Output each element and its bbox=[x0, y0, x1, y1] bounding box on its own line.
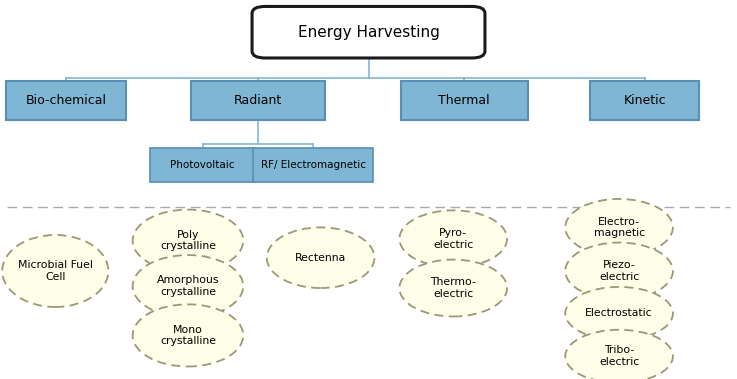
Text: Photovoltaic: Photovoltaic bbox=[170, 160, 235, 170]
Text: Electro-
magnetic: Electro- magnetic bbox=[593, 217, 645, 238]
Text: Electrostatic: Electrostatic bbox=[585, 309, 653, 318]
FancyBboxPatch shape bbox=[590, 81, 699, 120]
Text: Radiant: Radiant bbox=[234, 94, 282, 107]
Ellipse shape bbox=[399, 260, 507, 316]
Text: RF/ Electromagnetic: RF/ Electromagnetic bbox=[261, 160, 366, 170]
Text: Bio-chemical: Bio-chemical bbox=[26, 94, 107, 107]
Text: Mono
crystalline: Mono crystalline bbox=[160, 325, 216, 346]
Ellipse shape bbox=[267, 227, 374, 288]
Ellipse shape bbox=[2, 235, 108, 307]
FancyBboxPatch shape bbox=[401, 81, 528, 120]
Ellipse shape bbox=[133, 255, 243, 317]
Ellipse shape bbox=[565, 330, 673, 379]
Text: Thermo-
electric: Thermo- electric bbox=[430, 277, 476, 299]
Text: Thermal: Thermal bbox=[439, 94, 490, 107]
Text: Amorphous
crystalline: Amorphous crystalline bbox=[157, 276, 219, 297]
Text: Energy Harvesting: Energy Harvesting bbox=[298, 25, 439, 40]
Ellipse shape bbox=[565, 243, 673, 299]
Text: Piezo-
electric: Piezo- electric bbox=[599, 260, 639, 282]
Ellipse shape bbox=[565, 287, 673, 340]
Text: Pyro-
electric: Pyro- electric bbox=[433, 228, 473, 249]
Ellipse shape bbox=[399, 210, 507, 267]
FancyBboxPatch shape bbox=[254, 148, 373, 182]
Text: Rectenna: Rectenna bbox=[295, 253, 346, 263]
FancyBboxPatch shape bbox=[252, 6, 485, 58]
FancyBboxPatch shape bbox=[190, 81, 325, 120]
Text: Tribo-
electric: Tribo- electric bbox=[599, 346, 639, 367]
Ellipse shape bbox=[133, 304, 243, 366]
Text: Kinetic: Kinetic bbox=[624, 94, 666, 107]
FancyBboxPatch shape bbox=[6, 81, 127, 120]
Ellipse shape bbox=[133, 210, 243, 272]
Text: Microbial Fuel
Cell: Microbial Fuel Cell bbox=[18, 260, 93, 282]
FancyBboxPatch shape bbox=[150, 148, 255, 182]
Text: Poly
crystalline: Poly crystalline bbox=[160, 230, 216, 251]
Ellipse shape bbox=[565, 199, 673, 256]
